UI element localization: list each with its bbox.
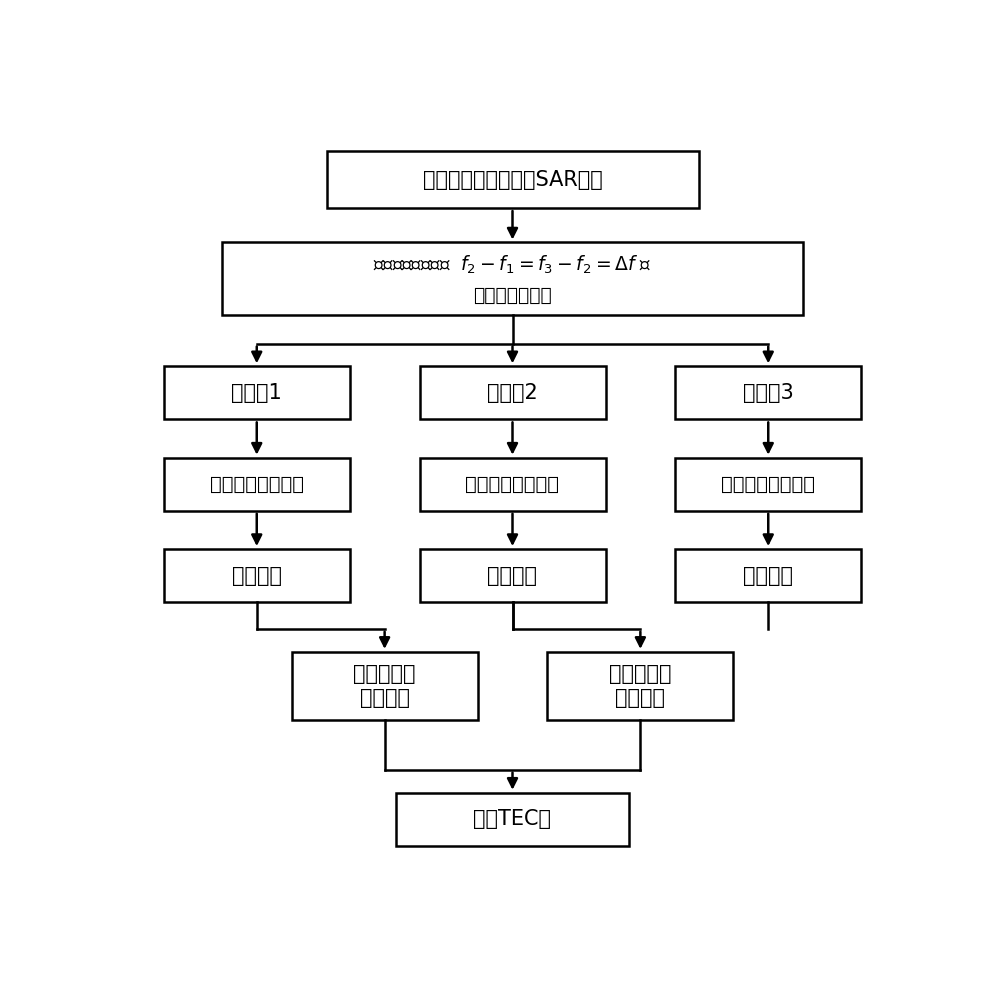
- FancyBboxPatch shape: [675, 549, 861, 602]
- FancyBboxPatch shape: [292, 652, 478, 720]
- FancyBboxPatch shape: [547, 652, 733, 720]
- Text: 频谱中心移至零频: 频谱中心移至零频: [721, 475, 815, 494]
- FancyBboxPatch shape: [675, 366, 861, 419]
- FancyBboxPatch shape: [420, 549, 606, 602]
- Text: 脉冲压缩: 脉冲压缩: [232, 566, 282, 585]
- FancyBboxPatch shape: [675, 458, 861, 511]
- FancyBboxPatch shape: [222, 242, 803, 315]
- Text: 子频带1: 子频带1: [231, 383, 282, 403]
- Text: 脉冲压缩: 脉冲压缩: [743, 566, 793, 585]
- FancyBboxPatch shape: [396, 792, 629, 846]
- FancyBboxPatch shape: [164, 458, 350, 511]
- FancyBboxPatch shape: [420, 458, 606, 511]
- Text: 地面接收机接收星载SAR信号: 地面接收机接收星载SAR信号: [423, 169, 602, 190]
- Text: 计算峰值点
干涉相位: 计算峰值点 干涉相位: [353, 665, 416, 707]
- FancyBboxPatch shape: [164, 549, 350, 602]
- Text: 子频带3: 子频带3: [743, 383, 794, 403]
- FancyBboxPatch shape: [420, 366, 606, 419]
- Text: 计算峰值点
干涉相位: 计算峰值点 干涉相位: [609, 665, 672, 707]
- Text: 脉冲压缩: 脉冲压缩: [488, 566, 538, 585]
- Text: 频谱中心移至零频: 频谱中心移至零频: [210, 475, 304, 494]
- Text: 三个子频带信号: 三个子频带信号: [473, 286, 552, 305]
- Text: 计算TEC值: 计算TEC值: [474, 809, 552, 830]
- FancyBboxPatch shape: [326, 151, 698, 208]
- FancyBboxPatch shape: [164, 366, 350, 419]
- Text: 频谱中心移至零频: 频谱中心移至零频: [466, 475, 560, 494]
- Text: 子频带2: 子频带2: [487, 383, 538, 403]
- Text: 选择载波频率满足  $f_2-f_1=f_3-f_2=\Delta f$ 的: 选择载波频率满足 $f_2-f_1=f_3-f_2=\Delta f$ 的: [373, 254, 652, 276]
